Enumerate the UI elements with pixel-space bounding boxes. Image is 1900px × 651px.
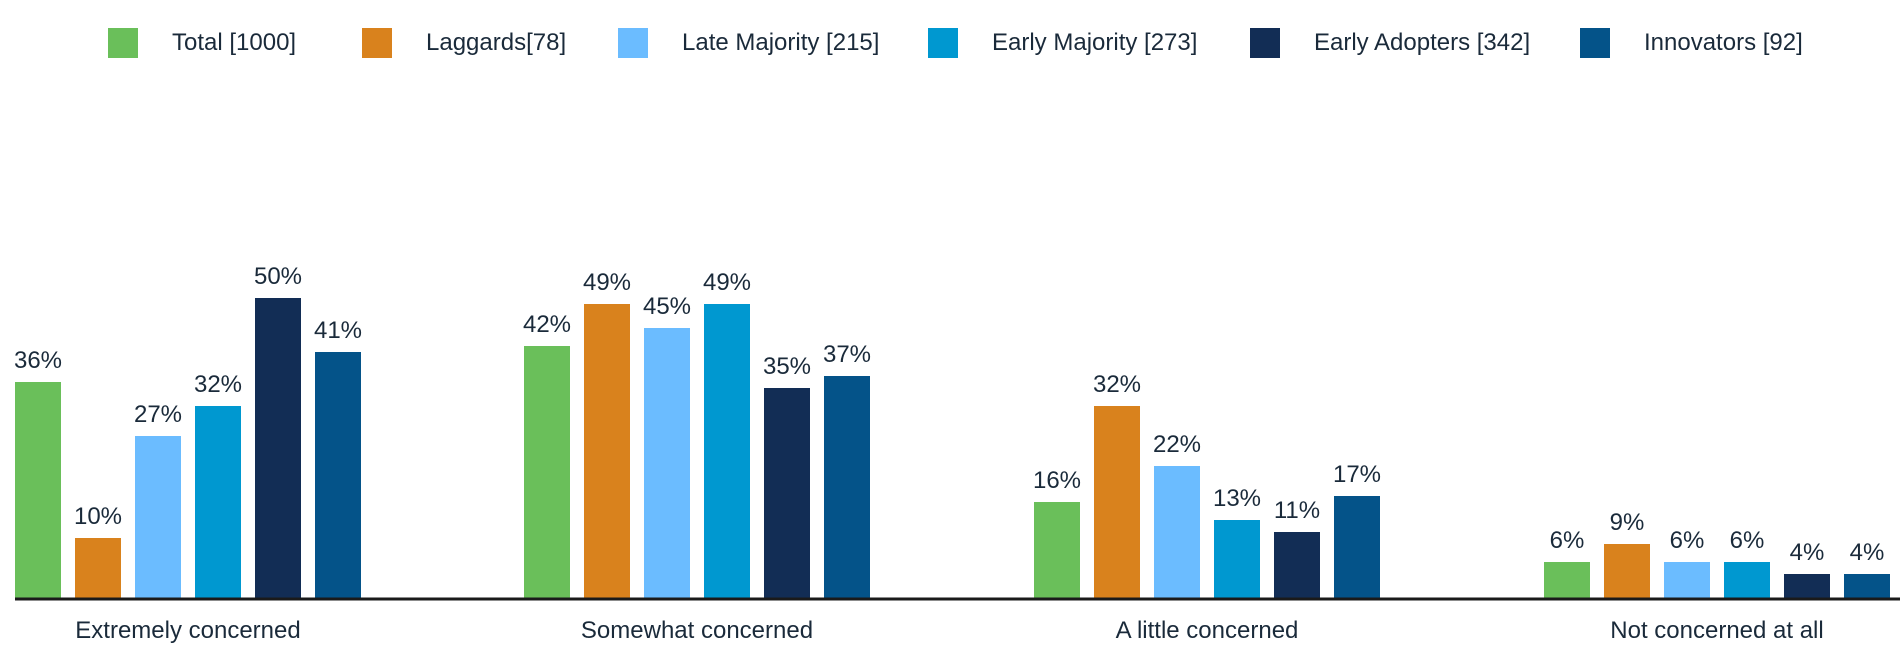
legend-item: Laggards[78] (362, 28, 566, 58)
data-label: 16% (1033, 467, 1081, 494)
bar (195, 406, 241, 598)
bar (1724, 562, 1770, 598)
bar (524, 346, 570, 598)
legend-label: Early Adopters [342] (1314, 29, 1531, 56)
category-label: Somewhat concerned (581, 617, 813, 644)
bar (1664, 562, 1710, 598)
legend-label: Early Majority [273] (992, 29, 1198, 56)
bar (1844, 574, 1890, 598)
data-label: 6% (1550, 527, 1585, 554)
legend-item: Innovators [92] (1580, 28, 1803, 58)
bar (584, 304, 630, 598)
bar (315, 352, 361, 598)
chart-legend: Total [1000] Laggards[78] Late Majority [2… (0, 0, 1900, 80)
bar (704, 304, 750, 598)
bar (1034, 502, 1080, 598)
bar (764, 388, 810, 598)
data-label: 45% (643, 293, 691, 320)
legend-label: Innovators [92] (1644, 29, 1803, 56)
data-label: 42% (523, 311, 571, 338)
bar (824, 376, 870, 598)
data-label: 27% (134, 401, 182, 428)
legend-swatch (928, 28, 958, 58)
bar (1544, 562, 1590, 598)
data-label: 32% (194, 371, 242, 398)
legend-swatch (1580, 28, 1610, 58)
legend-swatch (362, 28, 392, 58)
data-label: 49% (583, 269, 631, 296)
data-label: 9% (1610, 509, 1645, 536)
data-label: 11% (1274, 497, 1320, 524)
legend-item: Total [1000] (108, 28, 296, 58)
legend-swatch (618, 28, 648, 58)
legend-swatch (108, 28, 138, 58)
bar (1154, 466, 1200, 598)
legend-label: Late Majority [215] (682, 29, 880, 56)
bar (1604, 544, 1650, 598)
data-label: 4% (1790, 539, 1825, 566)
bar (1214, 520, 1260, 598)
data-label: 49% (703, 269, 751, 296)
data-label: 10% (74, 503, 122, 530)
data-label: 32% (1093, 371, 1141, 398)
data-label: 37% (823, 341, 871, 368)
bar (75, 538, 121, 598)
legend-swatch (1250, 28, 1280, 58)
bar (135, 436, 181, 598)
legend-item: Early Majority [273] (928, 28, 1197, 58)
category-label: Not concerned at all (1610, 617, 1823, 644)
bar (1334, 496, 1380, 598)
data-label: 36% (14, 347, 62, 374)
category-label: Extremely concerned (75, 617, 300, 644)
data-label: 17% (1333, 461, 1381, 488)
legend-item: Early Adopters [342] (1250, 28, 1530, 58)
category-label: A little concerned (1116, 617, 1299, 644)
legend-item: Late Majority [215] (618, 28, 879, 58)
bar (1274, 532, 1320, 598)
data-label: 50% (254, 263, 302, 290)
legend-label: Laggards[78] (426, 29, 567, 56)
data-label: 41% (314, 317, 362, 344)
data-label: 22% (1153, 431, 1201, 458)
data-label: 4% (1850, 539, 1885, 566)
data-label: 6% (1670, 527, 1705, 554)
bar (1784, 574, 1830, 598)
data-label: 6% (1730, 527, 1765, 554)
bar (15, 382, 61, 598)
legend-label: Total [1000] (172, 29, 297, 56)
data-label: 13% (1213, 485, 1261, 512)
bar (255, 298, 301, 598)
bar (644, 328, 690, 598)
bar (1094, 406, 1140, 598)
data-label: 35% (763, 353, 811, 380)
